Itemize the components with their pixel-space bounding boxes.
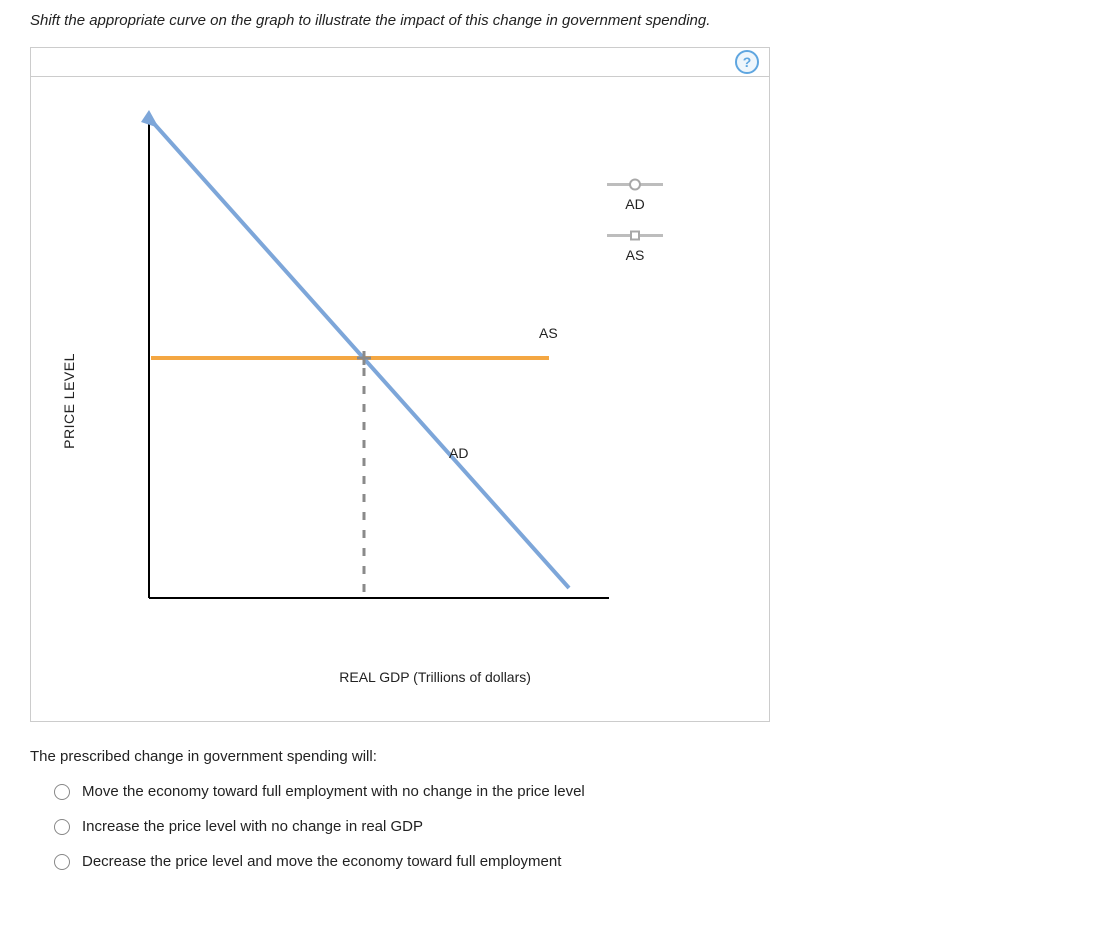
option-b-label: Increase the price level with no change … bbox=[82, 818, 423, 835]
option-a[interactable]: Move the economy toward full employment … bbox=[54, 783, 1080, 800]
legend-item-as[interactable]: AS bbox=[607, 234, 663, 263]
question-stem: The prescribed change in government spen… bbox=[30, 748, 1080, 765]
ad-curve-label: AD bbox=[449, 445, 468, 461]
radio-icon bbox=[54, 819, 70, 835]
x-axis-label: REAL GDP (Trillions of dollars) bbox=[339, 669, 531, 685]
option-c-label: Decrease the price level and move the ec… bbox=[82, 853, 561, 870]
graph-panel: ? PRICE LEVEL AS AD bbox=[30, 47, 770, 722]
legend-ad-label: AD bbox=[625, 196, 644, 212]
as-curve-label: AS bbox=[539, 325, 558, 341]
y-axis-label: PRICE LEVEL bbox=[61, 353, 77, 449]
option-b[interactable]: Increase the price level with no change … bbox=[54, 818, 1080, 835]
instruction-text: Shift the appropriate curve on the graph… bbox=[30, 12, 1080, 29]
legend-ad-marker-circle bbox=[629, 179, 641, 191]
help-button[interactable]: ? bbox=[735, 50, 759, 74]
answer-options: Move the economy toward full employment … bbox=[30, 783, 1080, 870]
option-c[interactable]: Decrease the price level and move the ec… bbox=[54, 853, 1080, 870]
legend-ad-line bbox=[607, 183, 663, 186]
legend-item-ad[interactable]: AD bbox=[607, 183, 663, 212]
legend-as-marker-square bbox=[630, 231, 640, 241]
chart-area: PRICE LEVEL AS AD bbox=[49, 98, 751, 703]
radio-icon bbox=[54, 784, 70, 800]
chart-plot[interactable]: AS AD bbox=[109, 98, 751, 653]
chart-svg: AS AD bbox=[109, 98, 749, 658]
legend: AD AS bbox=[607, 183, 663, 285]
ad-curve[interactable] bbox=[149, 118, 569, 588]
legend-as-label: AS bbox=[626, 247, 645, 263]
legend-as-line bbox=[607, 234, 663, 237]
option-a-label: Move the economy toward full employment … bbox=[82, 783, 585, 800]
radio-icon bbox=[54, 854, 70, 870]
panel-divider bbox=[31, 76, 769, 77]
